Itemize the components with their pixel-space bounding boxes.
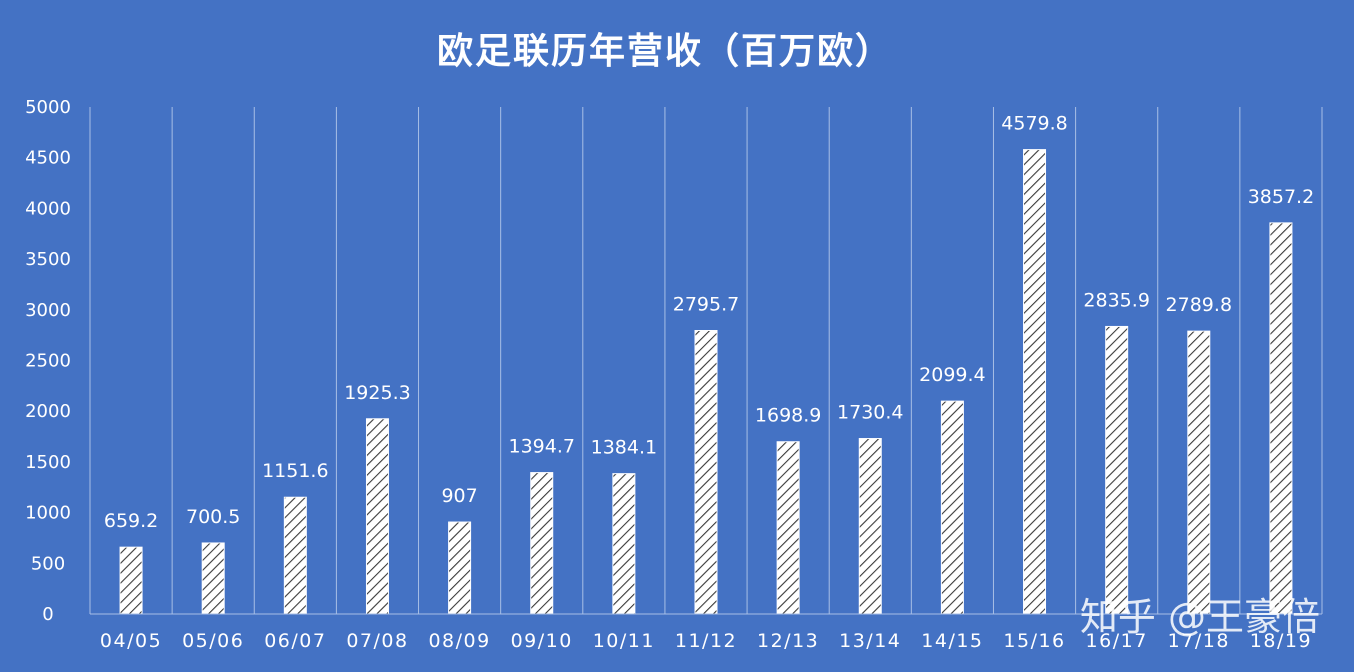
data-label-box	[1076, 284, 1157, 315]
chart-title: 欧足联历年营收（百万欧）	[436, 31, 893, 72]
y-tick-label: 3500	[25, 249, 71, 270]
data-label-box	[1158, 289, 1239, 320]
y-tick-label: 4500	[25, 148, 71, 169]
x-tick-label: 08/09	[428, 630, 490, 652]
label-layer: 659.2 700.5 1151.6 1925.3 907 1394.7 1384.1 279…	[96, 107, 1321, 536]
data-label: 700.5	[186, 506, 240, 528]
data-label: 2835.9	[1083, 289, 1149, 311]
x-tick-label: 18/19	[1250, 630, 1312, 652]
y-tick-label: 1500	[25, 452, 71, 473]
bar	[1187, 330, 1211, 615]
data-label-box	[994, 107, 1075, 138]
x-tick-label: 04/05	[100, 630, 162, 652]
x-tick-label: 17/18	[1168, 630, 1230, 652]
x-tick-label: 15/16	[1003, 630, 1065, 652]
y-tick-label: 1000	[25, 503, 71, 524]
bar	[365, 418, 389, 615]
data-label-box	[429, 480, 490, 511]
bar	[694, 330, 718, 615]
x-tick-label: 13/14	[839, 630, 901, 652]
data-label: 1925.3	[344, 382, 410, 404]
data-label: 1698.9	[755, 405, 821, 427]
y-tick-label: 4000	[25, 198, 71, 219]
y-tick-label: 0	[42, 604, 53, 625]
x-tick-label: 05/06	[182, 630, 244, 652]
data-label-box	[666, 288, 746, 319]
bar	[283, 496, 307, 615]
data-label-box	[178, 500, 248, 531]
x-tick-label: 11/12	[675, 630, 737, 652]
data-label-box	[337, 376, 418, 407]
data-label: 4579.8	[1001, 113, 1067, 135]
bar	[1105, 325, 1129, 615]
x-tick-label: 09/10	[511, 630, 573, 652]
data-label: 1151.6	[262, 460, 328, 482]
grid-layer	[89, 107, 1323, 614]
data-label-box	[583, 431, 664, 462]
bar	[858, 438, 882, 615]
bar	[1269, 222, 1293, 615]
data-label: 3857.2	[1248, 186, 1314, 208]
watermark: 知乎 @王豪倍	[1079, 595, 1320, 639]
bar	[119, 546, 143, 615]
data-label-box	[1240, 180, 1321, 211]
data-label-box	[96, 505, 166, 536]
data-label-box	[912, 359, 993, 390]
bar	[201, 542, 225, 615]
bar	[612, 473, 636, 615]
data-label: 1384.1	[591, 437, 657, 459]
y-tick-label: 3000	[25, 300, 71, 321]
y-tick-label: 5000	[25, 97, 71, 118]
data-label-box	[501, 430, 582, 461]
data-label: 2795.7	[673, 294, 739, 316]
axis-layer: 0 500 1000 1500 2000 2500 3000 3500 4000 4500 5000…	[25, 97, 1322, 652]
data-label-box	[255, 455, 336, 486]
bar	[1023, 149, 1047, 615]
data-label-box	[748, 399, 829, 430]
x-tick-label: 12/13	[757, 630, 819, 652]
data-label: 1730.4	[837, 402, 903, 424]
data-label: 2789.8	[1166, 294, 1232, 316]
x-tick-label: 14/15	[921, 630, 983, 652]
x-tick-label: 16/17	[1086, 630, 1148, 652]
bar	[940, 400, 964, 615]
data-label: 907	[441, 485, 477, 507]
bar-layer	[119, 149, 1293, 615]
bar	[448, 521, 472, 615]
x-tick-label: 07/08	[346, 630, 408, 652]
data-label: 659.2	[104, 510, 158, 532]
data-label-box	[830, 396, 911, 427]
x-tick-label: 06/07	[264, 630, 326, 652]
data-label: 1394.7	[508, 436, 574, 458]
bar	[530, 472, 554, 615]
y-tick-label: 2000	[25, 401, 71, 422]
y-tick-label: 2500	[25, 351, 71, 372]
x-tick-label: 10/11	[593, 630, 655, 652]
y-tick-label: 500	[31, 553, 65, 574]
bar	[776, 441, 800, 615]
data-label: 2099.4	[919, 364, 985, 386]
